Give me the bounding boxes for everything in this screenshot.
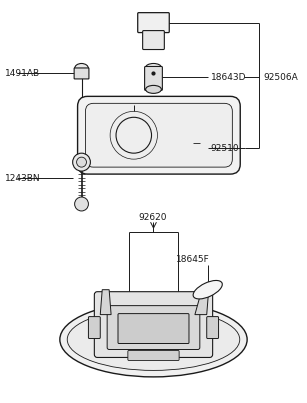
- Text: 92620: 92620: [139, 214, 167, 222]
- Ellipse shape: [67, 309, 240, 370]
- Polygon shape: [100, 290, 111, 315]
- FancyBboxPatch shape: [94, 292, 213, 357]
- FancyBboxPatch shape: [143, 31, 164, 50]
- Ellipse shape: [193, 280, 222, 299]
- Text: 92506A: 92506A: [263, 73, 298, 82]
- Ellipse shape: [146, 64, 161, 71]
- Polygon shape: [195, 290, 209, 315]
- Text: 18643D: 18643D: [211, 73, 246, 82]
- Text: 1243BN: 1243BN: [5, 174, 40, 183]
- Text: 1491AB: 1491AB: [5, 69, 40, 78]
- FancyBboxPatch shape: [88, 317, 100, 339]
- FancyBboxPatch shape: [118, 314, 189, 343]
- Ellipse shape: [60, 302, 247, 377]
- FancyBboxPatch shape: [145, 66, 162, 90]
- FancyBboxPatch shape: [128, 351, 179, 360]
- Ellipse shape: [146, 85, 161, 93]
- Circle shape: [73, 153, 90, 171]
- FancyBboxPatch shape: [138, 12, 169, 33]
- Circle shape: [75, 197, 88, 211]
- FancyBboxPatch shape: [78, 96, 240, 174]
- FancyBboxPatch shape: [74, 68, 89, 79]
- Text: 18645F: 18645F: [176, 255, 210, 264]
- FancyBboxPatch shape: [107, 305, 200, 349]
- Circle shape: [77, 157, 87, 167]
- Text: 92510: 92510: [211, 144, 239, 153]
- Ellipse shape: [75, 64, 88, 73]
- FancyBboxPatch shape: [207, 317, 219, 339]
- FancyBboxPatch shape: [85, 103, 232, 167]
